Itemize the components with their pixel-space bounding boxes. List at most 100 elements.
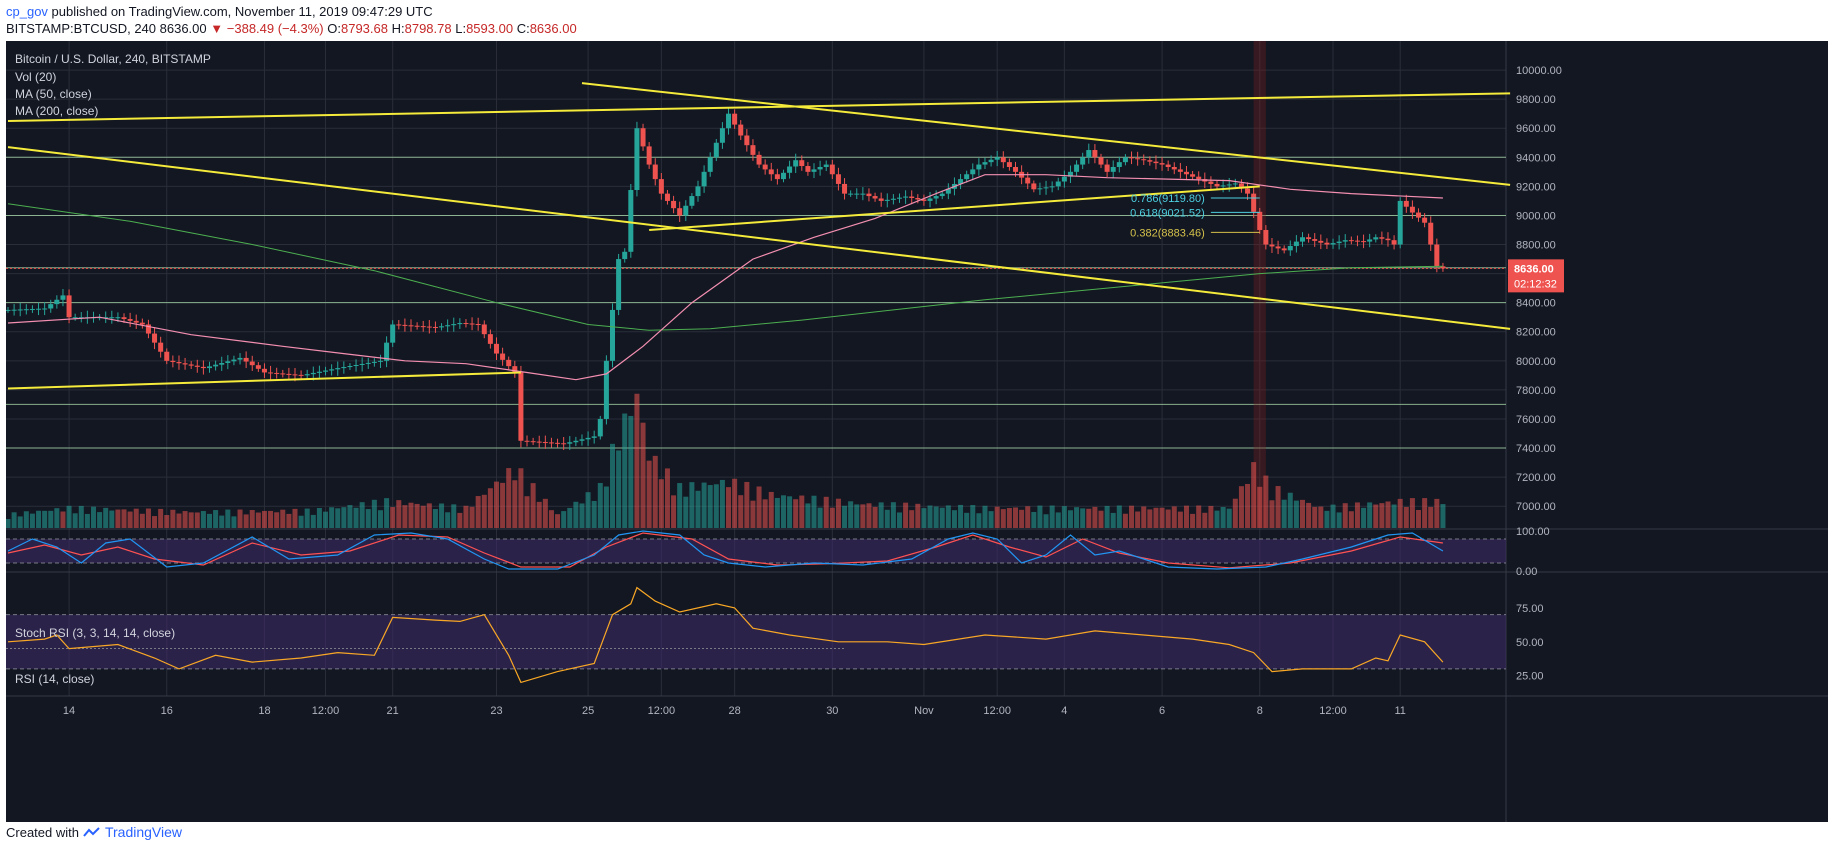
volume-bar <box>1318 506 1324 528</box>
volume-bar <box>964 512 970 528</box>
volume-bar <box>671 495 677 528</box>
stoch-k-line <box>7 530 1444 570</box>
volume-bar <box>1373 504 1379 528</box>
publish-text: published on TradingView.com, November 1… <box>51 4 433 19</box>
price-tick-label: 8000.00 <box>1516 356 1556 368</box>
volume-bar <box>1263 475 1269 528</box>
volume-bar <box>1269 500 1275 528</box>
volume-bar <box>854 504 860 528</box>
candle-body <box>176 362 182 364</box>
volume-bar <box>286 513 292 528</box>
volume-bar <box>487 488 493 528</box>
candle-body <box>1232 183 1238 185</box>
candle-body <box>36 308 42 310</box>
ma50-legend[interactable]: MA (50, close) <box>15 87 92 101</box>
volume-bar <box>1019 509 1025 528</box>
candle-body <box>683 205 689 216</box>
author-link[interactable]: cp_gov <box>6 4 48 19</box>
candle-body <box>341 367 347 369</box>
candle-body <box>371 361 377 363</box>
volume-bar <box>1129 505 1135 528</box>
volume-bar <box>1092 506 1098 528</box>
publish-info: cp_gov published on TradingView.com, Nov… <box>6 4 433 19</box>
volume-bar <box>225 509 231 528</box>
volume-bar <box>542 498 548 528</box>
candle-body <box>1135 158 1141 160</box>
volume-bar <box>579 503 585 528</box>
volume-bar <box>958 504 964 528</box>
volume-bar <box>634 393 640 528</box>
volume-bar <box>145 508 151 528</box>
candle-body <box>988 159 994 163</box>
volume-bar <box>683 496 689 528</box>
volume-bar <box>793 499 799 528</box>
candle-body <box>1336 241 1342 244</box>
volume-bar <box>909 510 915 528</box>
candle-body <box>701 171 707 187</box>
volume-bar <box>518 468 524 528</box>
volume-bar <box>207 513 213 528</box>
candle-body <box>1287 245 1293 251</box>
candle-body <box>524 440 530 442</box>
volume-bar <box>316 508 322 528</box>
volume-bar <box>1226 508 1232 528</box>
ma200-legend[interactable]: MA (200, close) <box>15 104 99 118</box>
volume-bar <box>475 496 481 528</box>
volume-bar <box>1214 510 1220 528</box>
time-tick-label: 8 <box>1257 705 1263 717</box>
highlight-band <box>1253 41 1266 528</box>
candle-body <box>1092 150 1098 158</box>
tradingview-link[interactable]: TradingView <box>104 824 183 840</box>
rsi-legend[interactable]: RSI (14, close) <box>15 672 95 686</box>
candle-body <box>54 299 60 305</box>
volume-bar <box>1196 505 1202 528</box>
rsi-tick-label: 25.00 <box>1516 671 1544 683</box>
candle-body <box>811 169 817 172</box>
volume-bar <box>1403 506 1409 528</box>
candle-body <box>1373 237 1379 240</box>
candle-body <box>536 441 542 443</box>
candle-body <box>1238 183 1244 189</box>
volume-bar <box>500 482 506 528</box>
volume-bar <box>1000 509 1006 528</box>
trendline <box>581 82 1511 186</box>
candle-body <box>377 360 383 362</box>
volume-bar <box>536 501 542 528</box>
stoch-rsi-legend[interactable]: Stoch RSI (3, 3, 14, 14, close) <box>15 626 176 640</box>
candle-body <box>207 366 213 369</box>
volume-bar <box>799 495 805 528</box>
volume-bar <box>48 510 54 528</box>
candle-body <box>1043 187 1049 189</box>
volume-bar <box>945 505 951 528</box>
candle-body <box>756 154 762 165</box>
price-tick-label: 8800.00 <box>1516 240 1556 252</box>
candle-body <box>1074 164 1080 172</box>
candle-body <box>719 128 725 143</box>
candle-body <box>1330 243 1336 245</box>
trendline <box>649 185 1260 231</box>
candle-body <box>1379 237 1385 239</box>
chart-background <box>6 41 1828 822</box>
candle-body <box>738 124 744 136</box>
volume-bar <box>719 479 725 528</box>
candle-body <box>1000 157 1006 163</box>
candle-body <box>842 183 848 194</box>
candle-body <box>6 309 11 311</box>
candle-body <box>1080 157 1086 165</box>
volume-bar <box>432 508 438 528</box>
volume-bar <box>1049 505 1055 528</box>
candle-body <box>1190 174 1196 177</box>
volume-bar <box>1287 492 1293 528</box>
candle-body <box>335 368 341 370</box>
time-tick-label: 12:00 <box>983 705 1011 717</box>
candle-body <box>561 443 567 445</box>
candle-body <box>964 174 970 180</box>
candle-body <box>707 157 713 172</box>
price-chart[interactable]: 10000.00 9800.00 9600.00 9400.00 9200.00 9000… <box>6 41 1828 822</box>
candle-body <box>994 157 1000 160</box>
volume-legend[interactable]: Vol (20) <box>15 70 57 84</box>
volume-bar <box>610 443 616 528</box>
candle-body <box>823 164 829 167</box>
candle-body <box>1049 186 1055 188</box>
volume-bar <box>1238 486 1244 528</box>
